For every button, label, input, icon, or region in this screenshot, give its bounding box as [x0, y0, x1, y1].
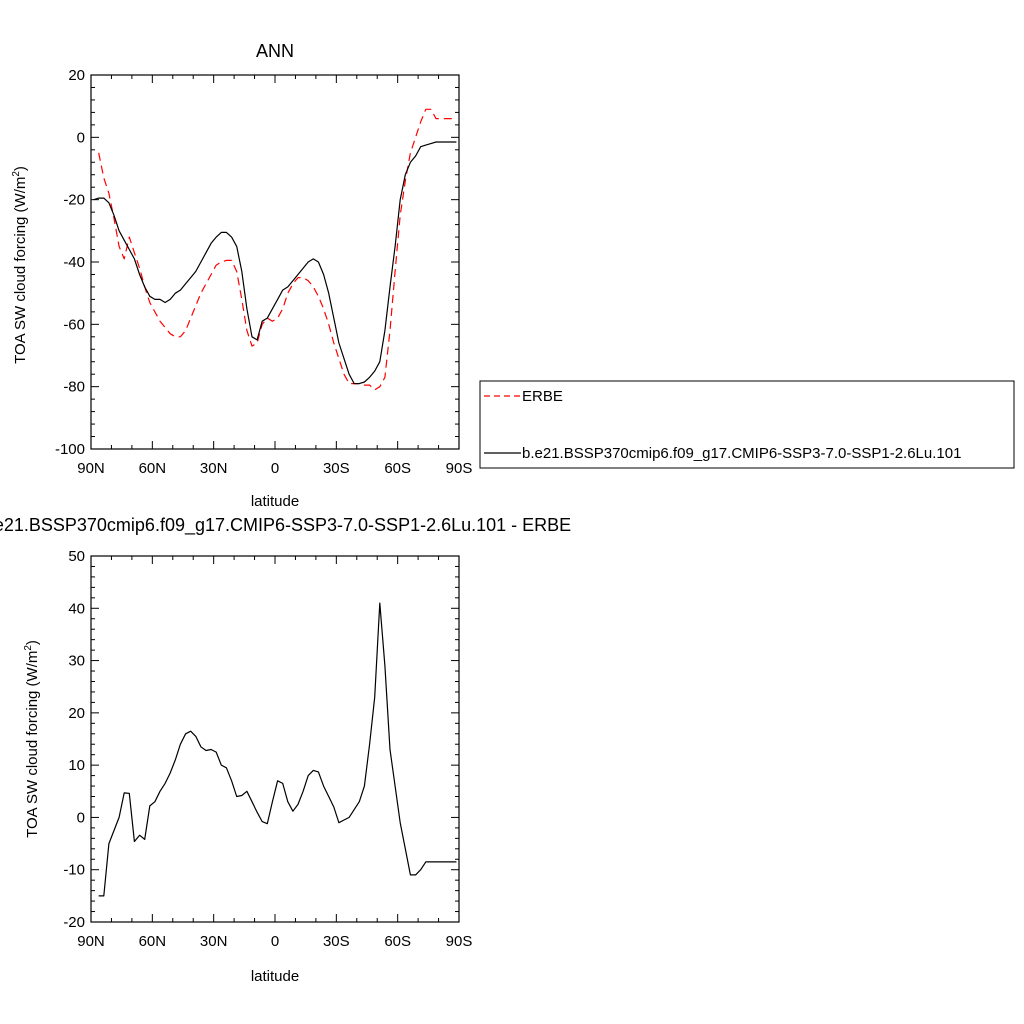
bottom-y-tick-label: 50: [68, 548, 85, 565]
bottom-x-tick-label: 30N: [200, 933, 228, 950]
bottom-y-tick-label: 10: [68, 757, 85, 774]
top-y-tick-label: 0: [77, 129, 85, 146]
top-x-tick-label: 90N: [77, 460, 105, 477]
bottom-plot-lines: [98, 602, 457, 897]
top-x-tick-label: 30S: [323, 460, 350, 477]
top-plot-frame: [90, 74, 460, 450]
top-x-tick-label: 60N: [139, 460, 167, 477]
bottom-y-axis-label: TOA SW cloud forcing (W/m2): [23, 640, 41, 838]
top-x-tick-label: 90S: [446, 460, 473, 477]
legend-box: [479, 380, 1015, 469]
bottom-x-tick-label: 0: [271, 933, 279, 950]
bottom-x-axis-label: latitude: [251, 968, 299, 985]
bottom-x-tick-label: 60S: [384, 933, 411, 950]
bottom-series-line-0: [98, 602, 457, 897]
legend-label-model: b.e21.BSSP370cmip6.f09_g17.CMIP6-SSP3-7.…: [522, 445, 961, 462]
bottom-y-tick-label: 30: [68, 653, 85, 670]
top-panel: ANN 90N 60N 30N 0 30S 60S 90S -100 -80 -60 -40 -20 0…: [11, 41, 472, 510]
bottom-y-tick-label: -10: [63, 862, 85, 879]
bottom-x-tick-label: 60N: [139, 933, 167, 950]
bottom-y-tick-label: 0: [77, 809, 85, 826]
top-x-axis-label: latitude: [251, 493, 299, 510]
top-x-tick-label: 30N: [200, 460, 228, 477]
top-chart-title: ANN: [256, 41, 294, 61]
top-x-tick-label: 60S: [384, 460, 411, 477]
top-y-tick-label: -40: [63, 254, 85, 271]
bottom-x-tick-label: 30S: [323, 933, 350, 950]
bottom-chart-title: b.e21.BSSP370cmip6.f09_g17.CMIP6-SSP3-7.…: [0, 515, 571, 536]
bottom-y-tick-label: 40: [68, 600, 85, 617]
top-y-tick-label: -20: [63, 192, 85, 209]
top-plot-lines: [93, 108, 457, 391]
top-series-line-1: [93, 141, 457, 385]
legend-label-erbe: ERBE: [522, 388, 563, 405]
bottom-panel: b.e21.BSSP370cmip6.f09_g17.CMIP6-SSP3-7.…: [0, 515, 571, 985]
top-axes: 90N 60N 30N 0 30S 60S 90S -100 -80 -60 -40 -20 0 20: [55, 67, 472, 477]
bottom-y-tick-label: -20: [63, 914, 85, 931]
bottom-axes: 90N 60N 30N 0 30S 60S 90S -20 -10 0 10 20 30 40 50: [63, 548, 472, 950]
top-y-tick-label: -100: [55, 441, 85, 458]
bottom-x-tick-label: 90S: [446, 933, 473, 950]
top-y-tick-label: 20: [68, 67, 85, 84]
top-x-tick-label: 0: [271, 460, 279, 477]
top-series-line-0: [98, 108, 457, 391]
bottom-x-tick-label: 90N: [77, 933, 105, 950]
top-y-axis-label: TOA SW cloud forcing (W/m2): [11, 166, 29, 364]
legend: ERBE b.e21.BSSP370cmip6.f09_g17.CMIP6-SS…: [479, 380, 1015, 469]
top-y-tick-label: -80: [63, 379, 85, 396]
top-y-tick-label: -60: [63, 316, 85, 333]
bottom-plot-frame: [90, 555, 460, 923]
bottom-y-tick-label: 20: [68, 705, 85, 722]
